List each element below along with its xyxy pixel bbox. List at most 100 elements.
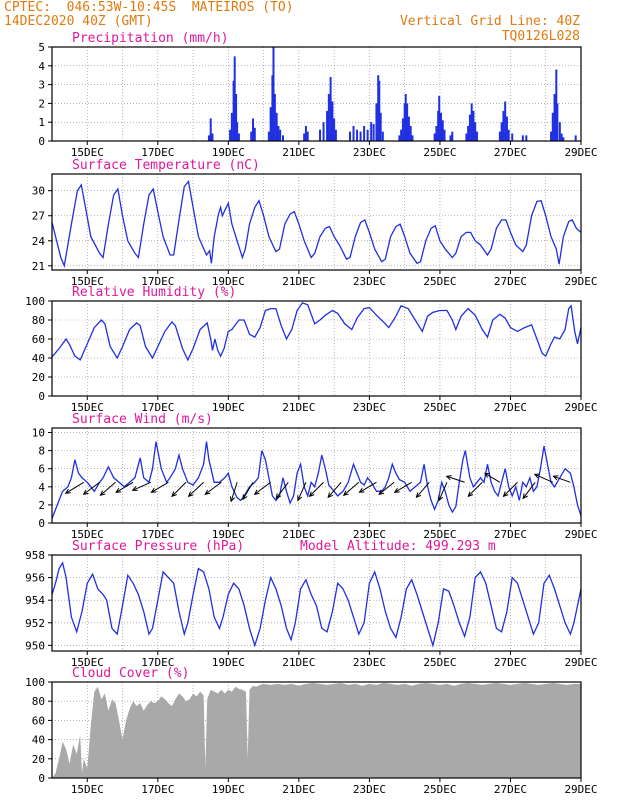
x-tick-label: 23DEC [353,783,386,796]
panel-5 [48,681,582,782]
wind-arrow-head [242,494,248,501]
y-tick-label: 40 [32,352,45,365]
x-tick-label: 29DEC [564,401,597,414]
precip-bar [372,124,375,141]
wind-arrow-shaft [230,482,238,502]
y-tick-label: 2 [38,97,45,110]
wind-arrow-head [171,491,177,498]
y-tick-label: 956 [25,572,45,585]
series-line [51,302,582,362]
wind-arrow-shaft [415,481,430,498]
wind-arrow-head [187,491,194,498]
precip-bar [507,129,510,141]
precip-bar [558,122,561,141]
wind-arrow-shaft [204,481,222,495]
precip-bar [275,112,278,141]
wind-arrow-shaft [309,481,324,497]
precip-bar [356,129,359,141]
wind-arrow-shaft [151,481,169,493]
y-tick-label: 20 [32,371,45,384]
precip-bar [470,103,473,141]
wind-arrow-shaft [438,482,448,501]
x-tick-label: 15DEC [71,146,104,159]
x-tick-label: 19DEC [212,401,245,414]
wind-arrow-head [115,487,122,493]
cloud-cover-area [52,683,581,778]
wind-arrow-shaft [171,481,187,497]
y-tick-label: 4 [38,60,45,73]
precip-bar [467,125,470,141]
precip-bar [403,103,406,141]
wind-arrow-head [150,487,157,493]
wind-arrow-shaft [188,481,204,497]
precip-bar [560,133,563,141]
wind-arrow-head [533,473,540,479]
precip-bar [381,131,384,141]
x-tick-label: 21DEC [282,528,315,541]
wind-arrow-head [229,496,235,503]
wind-arrow-shaft [534,473,553,483]
wind-arrow-head [438,495,444,502]
wind-arrow-shaft [503,481,518,497]
precip-bar [433,133,436,141]
precip-bar [211,133,214,141]
y-tick-label: 8 [38,445,45,458]
precip-bar [437,110,440,141]
x-tick-label: 25DEC [423,783,456,796]
x-tick-label: 21DEC [282,275,315,288]
x-tick-label: 15DEC [71,783,104,796]
wind-arrow-shaft [522,481,536,499]
y-tick-label: 80 [32,695,45,708]
precip-bar [525,135,528,141]
precip-bar [398,135,401,141]
precip-bar [252,118,255,141]
precip-bar [370,122,373,141]
precip-bar [237,133,240,141]
wind-arrow-shaft [242,482,254,500]
precip-bar [233,56,236,141]
wind-arrow-head [522,493,528,500]
wind-arrow-shaft [553,475,571,483]
precip-bar [352,125,355,141]
precip-bar [521,135,524,141]
series-line [51,180,582,269]
wind-arrow-head [358,487,365,493]
x-tick-label: 19DEC [212,528,245,541]
wind-arrow-head [308,491,315,498]
wind-arrow-head [275,493,281,500]
panel-title: Relative Humidity (%) [72,285,236,300]
x-tick-label: 29DEC [564,275,597,288]
x-tick-label: 15DEC [71,528,104,541]
x-tick-label: 17DEC [141,275,174,288]
precip-bar [378,80,381,141]
x-tick-label: 17DEC [141,656,174,669]
precip-bar [505,116,508,141]
x-tick-label: 25DEC [423,146,456,159]
precip-bar [207,135,210,141]
wind-arrow-head [64,488,71,494]
x-tick-label: 15DEC [71,401,104,414]
precip-bar [267,131,270,141]
x-tick-label: 29DEC [564,783,597,796]
x-tick-label: 21DEC [282,783,315,796]
x-tick-label: 15DEC [71,656,104,669]
precip-bar [331,101,334,141]
precip-bar [334,129,337,141]
x-tick-label: 25DEC [423,275,456,288]
y-tick-label: 0 [38,772,45,785]
precip-bar [322,122,325,141]
precip-bar [551,112,554,141]
panel-4 [48,554,582,655]
precip-bar [279,129,282,141]
precip-bar [475,131,478,141]
precip-bar [235,94,238,141]
series-line [51,561,582,648]
precip-bar [209,118,212,141]
x-tick-label: 23DEC [353,401,386,414]
precip-bar [326,110,329,141]
precip-bar [306,131,309,141]
panel-title: Cloud Cover (%) [72,666,189,681]
precip-bar [281,135,284,141]
precip-bar [379,112,382,141]
y-tick-label: 6 [38,463,45,476]
